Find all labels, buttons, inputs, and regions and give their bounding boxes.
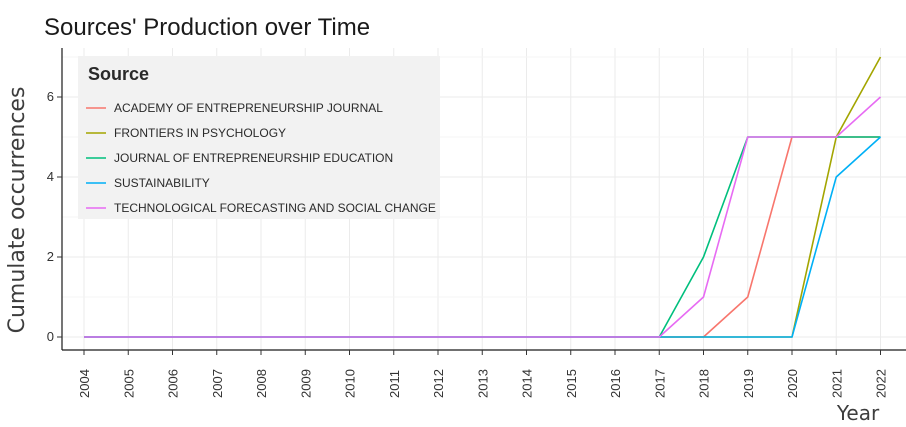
x-tick-label: 2018 bbox=[697, 369, 712, 398]
series-line-5 bbox=[84, 96, 882, 338]
legend-label-4: SUSTAINABILITY bbox=[114, 176, 210, 190]
x-tick-label: 2015 bbox=[564, 369, 579, 398]
x-tick-label: 2021 bbox=[829, 369, 844, 398]
x-tick-label: 2010 bbox=[343, 369, 358, 398]
axes bbox=[57, 48, 906, 355]
x-tick-label: 2011 bbox=[387, 370, 402, 398]
x-tick-label: 2020 bbox=[785, 369, 800, 398]
legend-title: Source bbox=[88, 64, 149, 84]
series-lines bbox=[84, 56, 882, 338]
x-tick-label: 2008 bbox=[254, 369, 269, 398]
x-tick-label: 2004 bbox=[77, 369, 92, 398]
x-axis-title: Year bbox=[836, 401, 880, 425]
legend-background bbox=[78, 56, 440, 219]
x-tick-label: 2009 bbox=[298, 369, 313, 398]
y-tick-label: 2 bbox=[47, 249, 54, 264]
x-tick-label: 2019 bbox=[741, 369, 756, 398]
x-tick-label: 2016 bbox=[608, 369, 623, 398]
legend-label-5: TECHNOLOGICAL FORECASTING AND SOCIAL CHA… bbox=[114, 201, 436, 215]
y-tick-label: 6 bbox=[47, 89, 54, 104]
x-tick-label: 2005 bbox=[121, 369, 136, 398]
legend-label-1: ACADEMY OF ENTREPRENEURSHIP JOURNAL bbox=[114, 101, 383, 115]
x-tick-label: 2013 bbox=[475, 369, 490, 398]
x-tick-label: 2012 bbox=[431, 369, 446, 398]
x-tick-label: 2006 bbox=[166, 369, 181, 398]
x-tick-labels: 2004 2005 2006 2007 2008 2009 2010 2011 2012 2013… bbox=[77, 369, 889, 398]
x-tick-label: 2014 bbox=[520, 369, 535, 398]
x-tick-label: 2022 bbox=[874, 369, 889, 398]
legend-label-3: JOURNAL OF ENTREPRENEURSHIP EDUCATION bbox=[114, 151, 393, 165]
x-tick-label: 2017 bbox=[652, 369, 667, 398]
legend: Source ACADEMY OF ENTREPRENEURSHIP JOURN… bbox=[78, 56, 440, 219]
legend-label-2: FRONTIERS IN PSYCHOLOGY bbox=[114, 126, 286, 140]
y-tick-label: 4 bbox=[47, 169, 54, 184]
x-tick-label: 2007 bbox=[210, 369, 225, 398]
y-axis-title: Cumulate occurrences bbox=[5, 87, 30, 334]
chart-title: Sources' Production over Time bbox=[44, 14, 370, 41]
y-tick-labels: 0 2 4 6 bbox=[47, 89, 54, 344]
y-tick-label: 0 bbox=[47, 329, 54, 344]
